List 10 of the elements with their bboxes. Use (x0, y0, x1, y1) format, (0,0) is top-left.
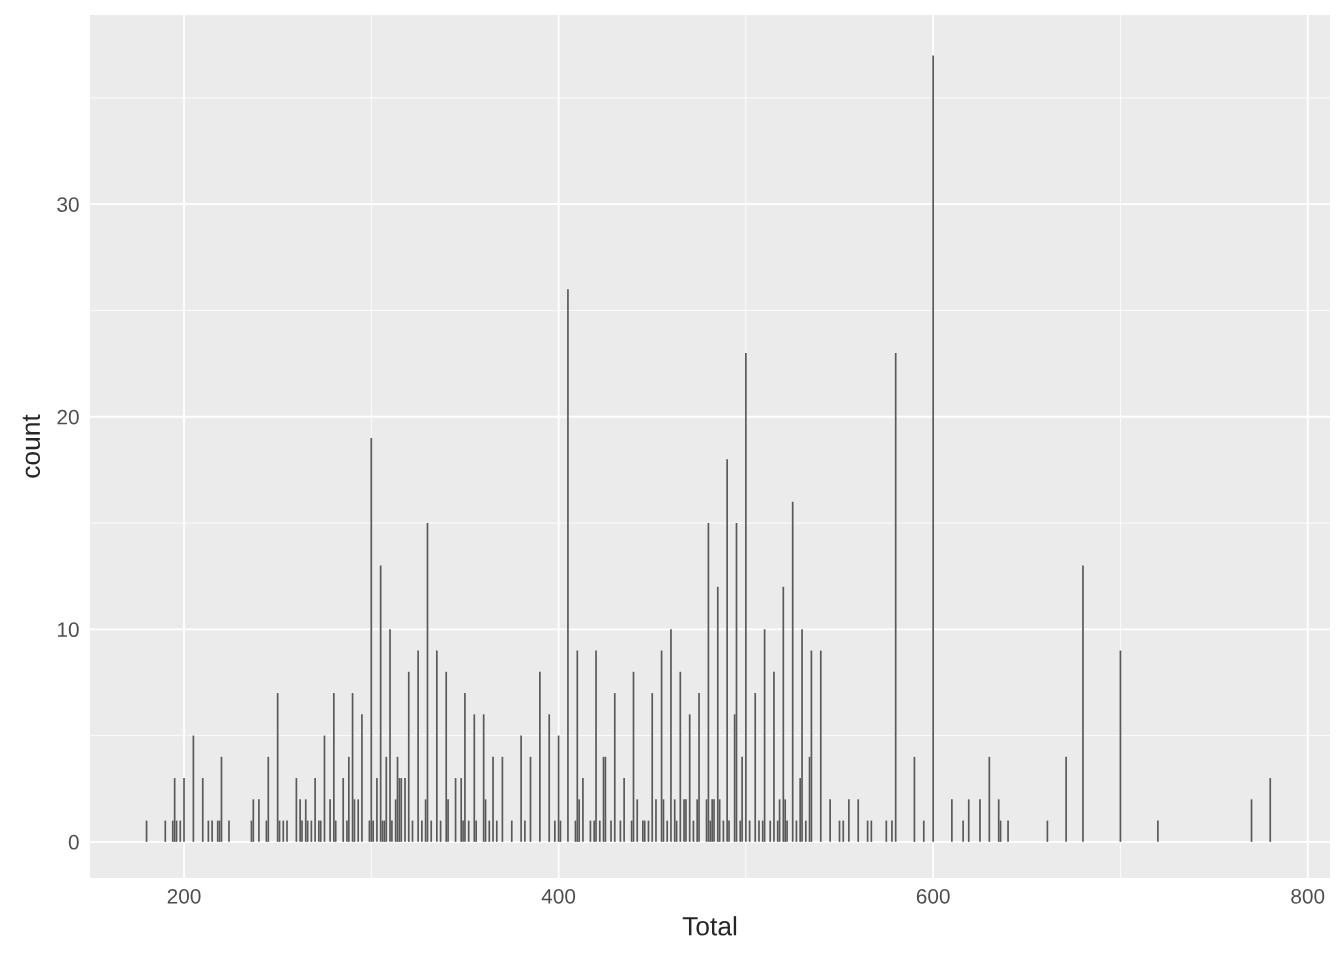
x-tick-label: 200 (167, 888, 201, 904)
y-tick-label: 0 (68, 834, 79, 850)
x-tick-label: 600 (916, 888, 950, 904)
x-tick-label: 400 (541, 888, 576, 904)
x-axis-title: Total (682, 916, 737, 936)
x-tick-label: 800 (1291, 888, 1325, 904)
y-tick-label: 10 (58, 622, 79, 638)
y-axis-title: count (22, 414, 41, 478)
y-tick-label: 20 (57, 409, 79, 425)
y-tick-label: 30 (57, 197, 79, 212)
